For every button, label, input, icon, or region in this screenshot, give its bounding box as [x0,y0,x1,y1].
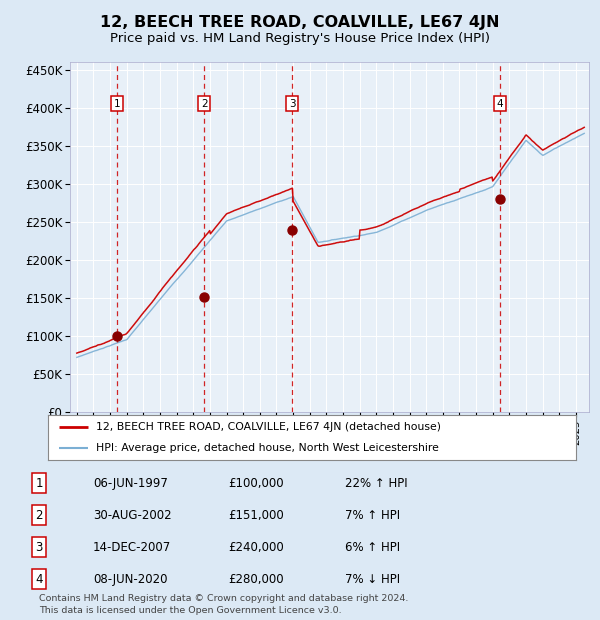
Text: 12, BEECH TREE ROAD, COALVILLE, LE67 4JN: 12, BEECH TREE ROAD, COALVILLE, LE67 4JN [100,16,500,30]
Text: 30-AUG-2002: 30-AUG-2002 [93,509,172,522]
Text: £100,000: £100,000 [228,477,284,490]
Text: 3: 3 [289,99,296,109]
Text: 12, BEECH TREE ROAD, COALVILLE, LE67 4JN (detached house): 12, BEECH TREE ROAD, COALVILLE, LE67 4JN… [95,422,440,433]
Text: £240,000: £240,000 [228,541,284,554]
Text: 2: 2 [201,99,208,109]
Text: Contains HM Land Registry data © Crown copyright and database right 2024.
This d: Contains HM Land Registry data © Crown c… [39,594,409,615]
Text: £151,000: £151,000 [228,509,284,522]
Text: 7% ↓ HPI: 7% ↓ HPI [345,573,400,586]
Text: 3: 3 [35,541,43,554]
Text: 22% ↑ HPI: 22% ↑ HPI [345,477,407,490]
Text: 08-JUN-2020: 08-JUN-2020 [93,573,167,586]
Text: 7% ↑ HPI: 7% ↑ HPI [345,509,400,522]
Text: 2: 2 [35,509,43,522]
Text: 1: 1 [35,477,43,490]
Text: 4: 4 [35,573,43,586]
Text: 06-JUN-1997: 06-JUN-1997 [93,477,168,490]
Text: 1: 1 [114,99,121,109]
Text: £280,000: £280,000 [228,573,284,586]
Text: HPI: Average price, detached house, North West Leicestershire: HPI: Average price, detached house, Nort… [95,443,439,453]
Text: 6% ↑ HPI: 6% ↑ HPI [345,541,400,554]
Text: Price paid vs. HM Land Registry's House Price Index (HPI): Price paid vs. HM Land Registry's House … [110,32,490,45]
Text: 14-DEC-2007: 14-DEC-2007 [93,541,171,554]
Text: 4: 4 [497,99,503,109]
